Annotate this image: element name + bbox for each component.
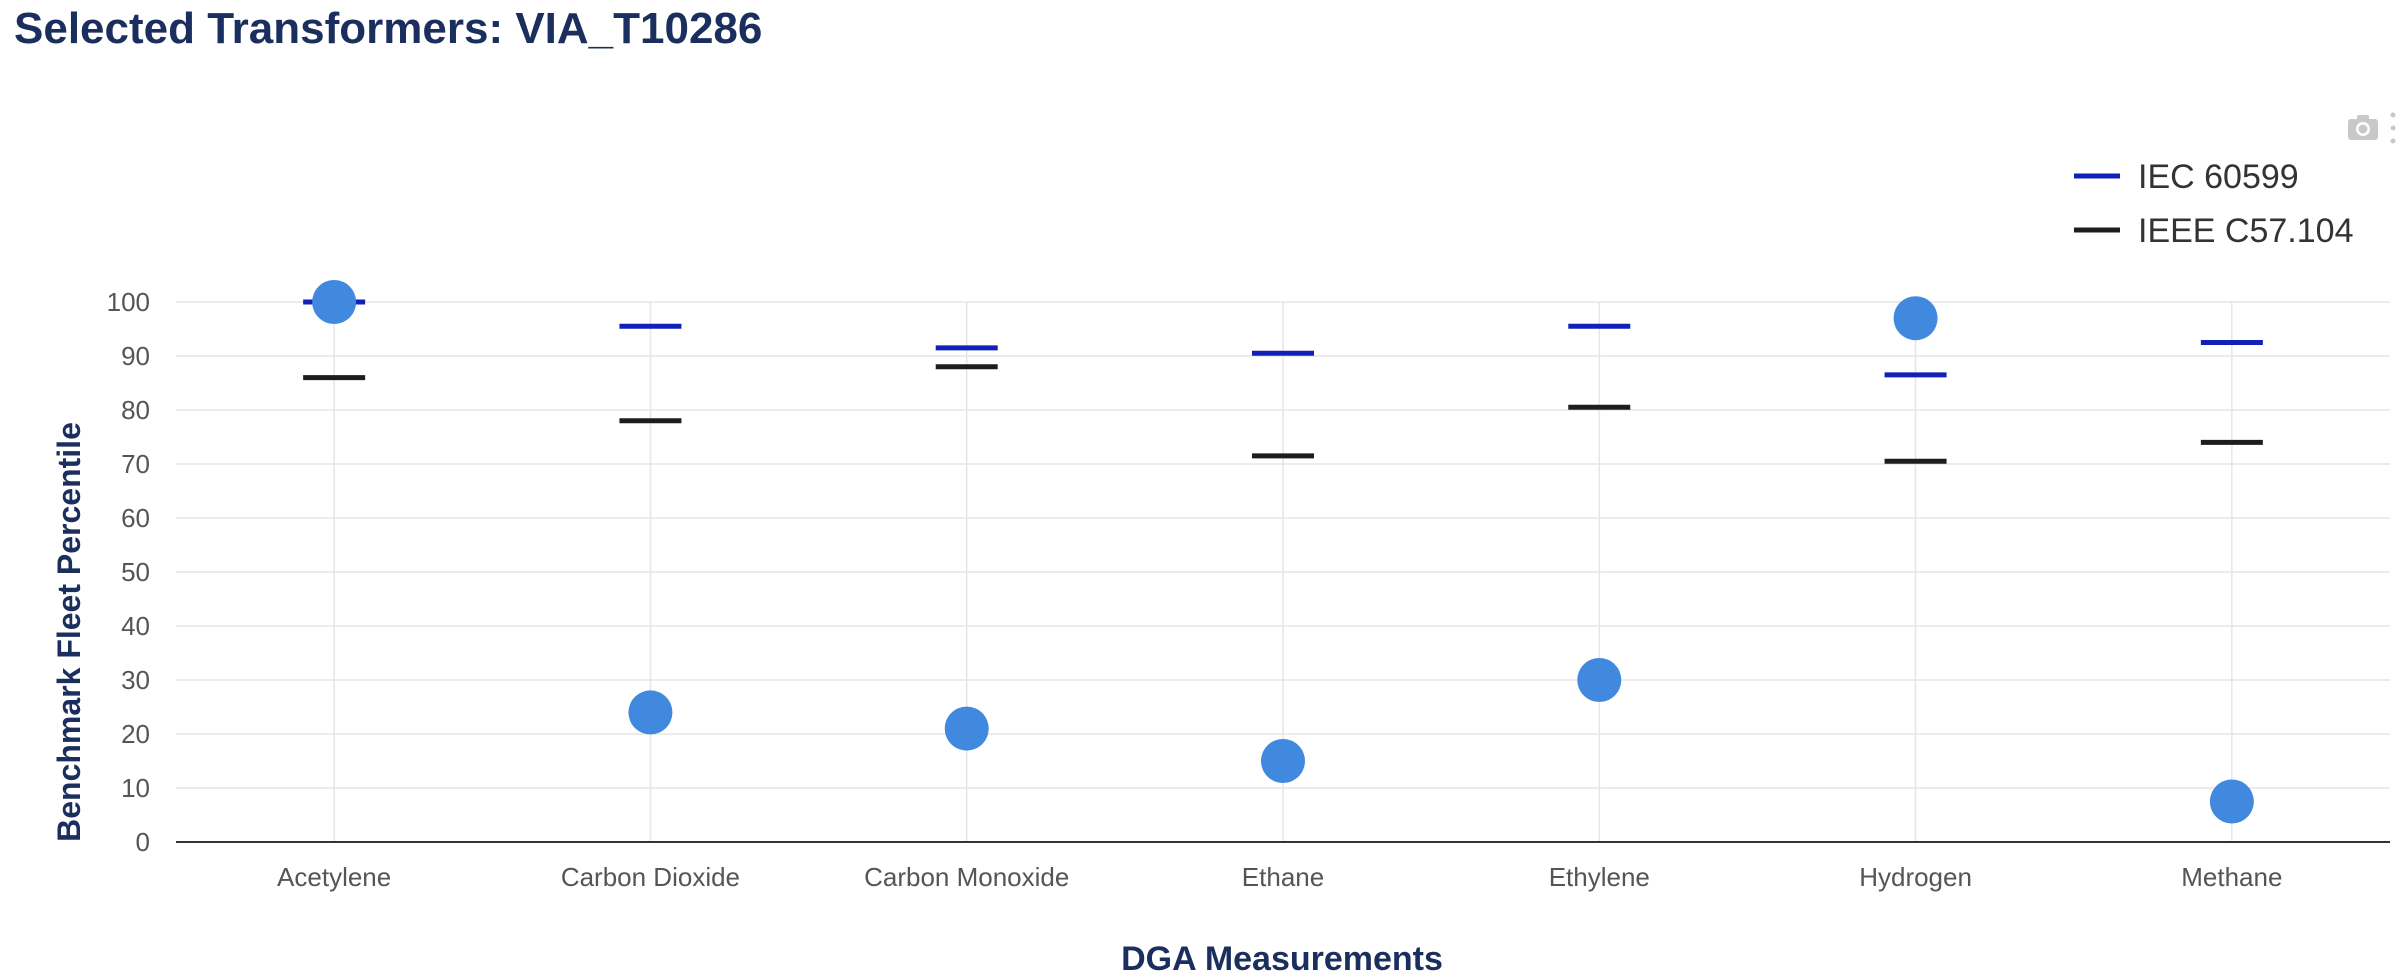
y-tick-label: 80 bbox=[121, 395, 150, 425]
measurement-point[interactable] bbox=[312, 280, 357, 324]
legend: IEC 60599 IEEE C57.104 bbox=[2074, 158, 2353, 250]
y-tick-label: 20 bbox=[121, 719, 150, 749]
grid-layer bbox=[176, 301, 2390, 842]
marks-layer bbox=[303, 280, 2263, 824]
measurement-point[interactable] bbox=[2209, 779, 2254, 824]
measurement-point[interactable] bbox=[944, 706, 989, 751]
x-tick-label: Carbon Monoxide bbox=[864, 862, 1069, 892]
x-tick-label: Carbon Dioxide bbox=[561, 862, 740, 892]
y-tick-label: 40 bbox=[121, 611, 150, 641]
legend-label[interactable]: IEEE C57.104 bbox=[2138, 212, 2353, 250]
measurement-point[interactable] bbox=[1261, 739, 1305, 783]
camera-icon[interactable] bbox=[2346, 112, 2380, 142]
axis-layer: 0 10 20 30 40 50 60 70 80 90 100 Acetylene Carbon Di… bbox=[107, 287, 2390, 892]
page-title: Selected Transformers: VIA_T10286 bbox=[14, 4, 763, 53]
x-tick-label: Ethylene bbox=[1549, 862, 1650, 892]
chart-toolbar bbox=[2320, 108, 2400, 148]
y-tick-label: 10 bbox=[121, 773, 150, 803]
y-tick-label: 90 bbox=[121, 341, 150, 371]
measurement-point[interactable] bbox=[1577, 658, 1622, 702]
x-tick-label: Methane bbox=[2181, 862, 2282, 892]
y-tick-label: 100 bbox=[107, 287, 150, 317]
x-axis-title: DGA Measurements bbox=[1121, 940, 1443, 978]
legend-label[interactable]: IEC 60599 bbox=[2138, 158, 2299, 196]
measurement-point[interactable] bbox=[1893, 296, 1938, 341]
x-tick-label: Acetylene bbox=[277, 862, 391, 892]
measurement-point[interactable] bbox=[628, 690, 673, 735]
y-tick-label: 30 bbox=[121, 665, 150, 695]
y-tick-label: 0 bbox=[136, 827, 150, 857]
vertical-dots-icon[interactable] bbox=[2388, 110, 2398, 146]
y-tick-label: 70 bbox=[121, 449, 150, 479]
x-tick-label: Ethane bbox=[1242, 862, 1324, 892]
x-tick-label: Hydrogen bbox=[1859, 862, 1972, 892]
y-tick-label: 60 bbox=[121, 503, 150, 533]
y-tick-label: 50 bbox=[121, 557, 150, 587]
y-axis-title: Benchmark Fleet Percentile bbox=[51, 422, 87, 842]
